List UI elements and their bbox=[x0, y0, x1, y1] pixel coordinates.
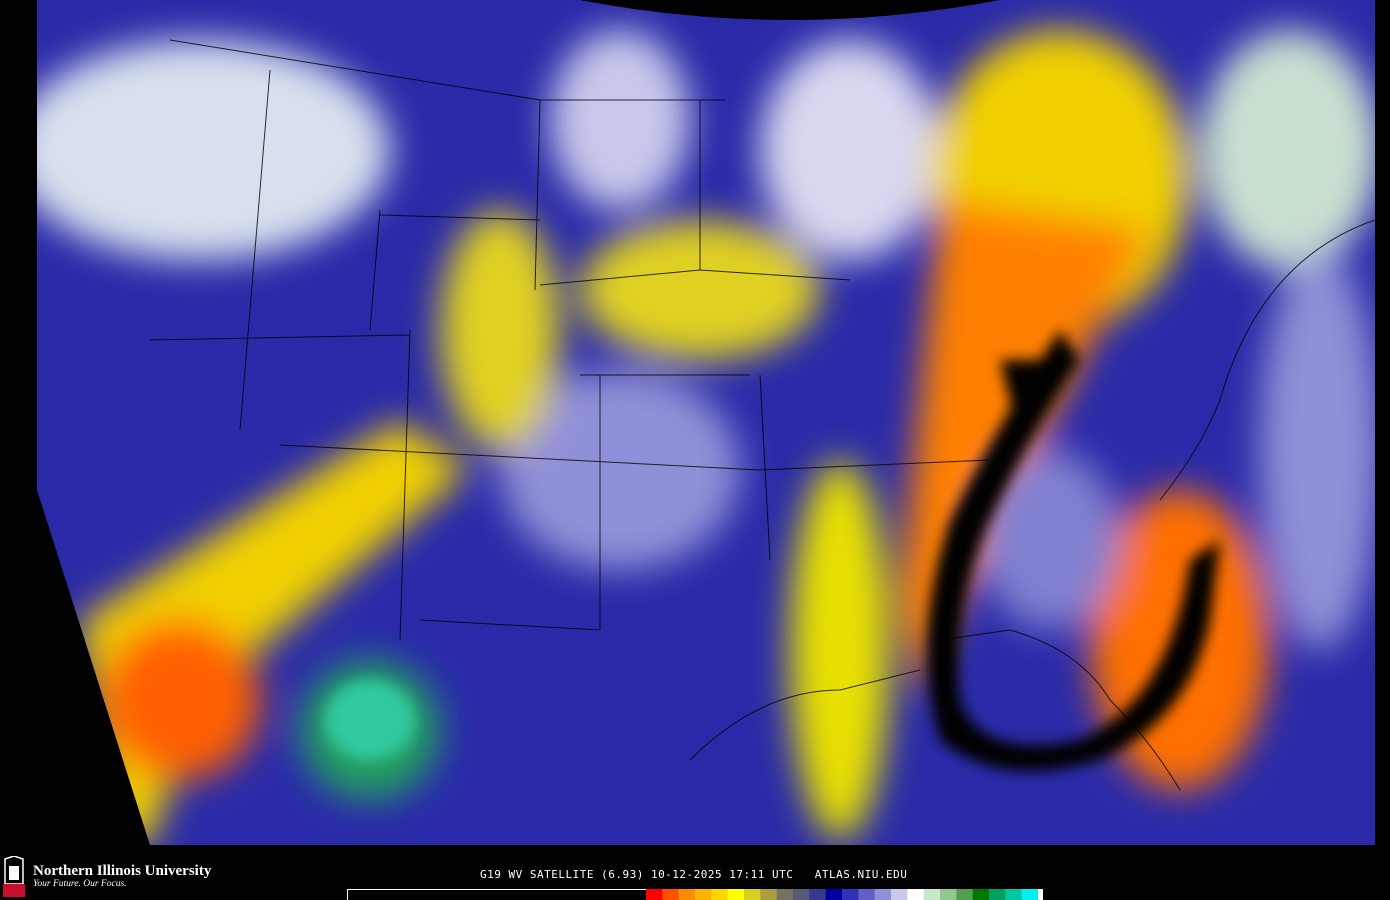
color-scale-swatch bbox=[760, 889, 778, 900]
color-scale-swatch bbox=[727, 889, 745, 900]
university-tagline: Your Future. Our Focus. bbox=[33, 879, 127, 889]
color-scale-swatch bbox=[678, 889, 696, 900]
water-vapor-satellite-map bbox=[37, 0, 1375, 845]
university-name: Northern Illinois University bbox=[33, 863, 212, 879]
color-scale-swatch bbox=[858, 889, 876, 900]
color-scale-swatch bbox=[646, 889, 663, 900]
image-caption: G19 WV SATELLITE (6.93) 10-12-2025 17:11… bbox=[480, 868, 908, 881]
color-scale-bar bbox=[347, 889, 1043, 900]
color-scale-swatch bbox=[940, 889, 957, 900]
color-scale-swatch bbox=[809, 889, 827, 900]
color-scale-swatch bbox=[662, 889, 680, 900]
color-scale-swatch bbox=[874, 889, 892, 900]
color-scale-swatch bbox=[744, 889, 761, 900]
color-scale-swatch bbox=[793, 889, 810, 900]
color-scale-swatch bbox=[989, 889, 1006, 900]
color-scale-swatch bbox=[1005, 889, 1023, 900]
color-scale-swatch bbox=[711, 889, 729, 900]
color-scale-swatch bbox=[891, 889, 908, 900]
color-scale-swatch bbox=[972, 889, 990, 900]
color-scale-swatch bbox=[923, 889, 941, 900]
color-scale-swatch bbox=[776, 889, 794, 900]
color-scale-swatch bbox=[842, 889, 859, 900]
color-scale-end bbox=[1038, 889, 1043, 900]
color-scale-swatch bbox=[1021, 889, 1039, 900]
color-scale-swatch bbox=[825, 889, 843, 900]
color-scale-swatch bbox=[956, 889, 974, 900]
color-scale-swatch bbox=[907, 889, 925, 900]
niu-logo-icon bbox=[3, 856, 25, 897]
color-scale-swatch bbox=[695, 889, 712, 900]
